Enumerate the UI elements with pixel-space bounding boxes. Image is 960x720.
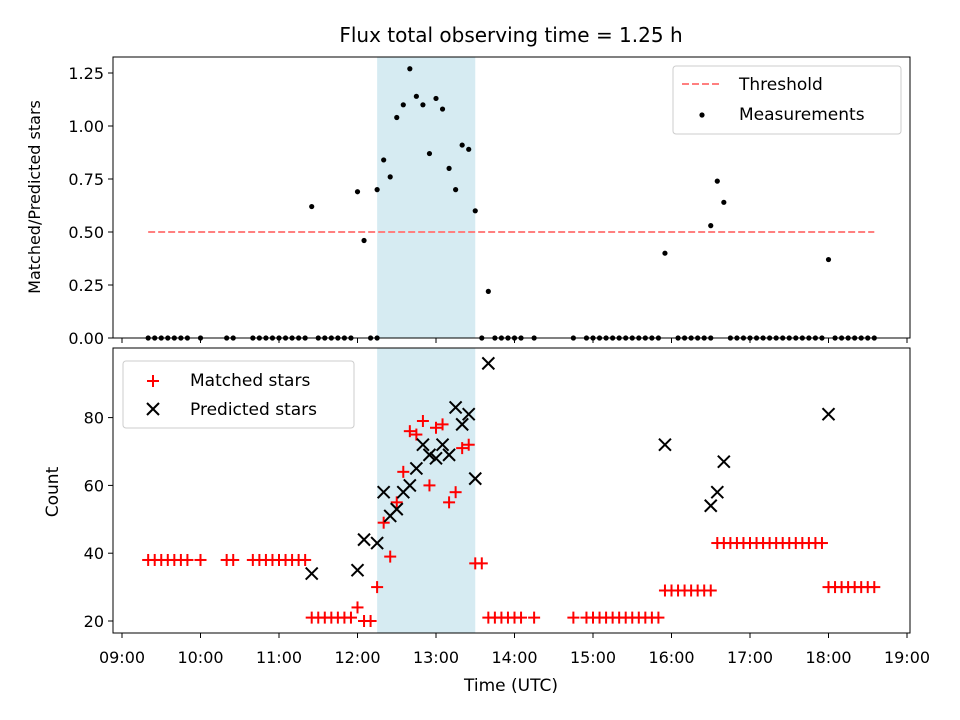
bottom-xtick-label: 18:00 <box>805 648 851 667</box>
bottom-xtick-label: 12:00 <box>334 648 380 667</box>
measurement-point <box>394 115 399 120</box>
measurement-point <box>453 187 458 192</box>
bottom-observing-span <box>377 348 475 633</box>
bottom-ytick-label: 60 <box>84 476 104 495</box>
legend-measurements-swatch <box>699 112 704 117</box>
bottom-xtick-label: 17:00 <box>727 648 773 667</box>
measurement-point <box>381 157 386 162</box>
bottom-ytick-label: 40 <box>84 544 104 563</box>
top-ytick-label: 0.50 <box>68 223 104 242</box>
measurement-point <box>826 257 831 262</box>
measurement-point <box>401 102 406 107</box>
measurement-point <box>407 66 412 71</box>
bottom-xtick-label: 14:00 <box>491 648 537 667</box>
top-legend: Threshold Measurements <box>673 66 901 134</box>
measurement-point <box>361 238 366 243</box>
measurement-point <box>446 166 451 171</box>
bottom-xtick-label: 10:00 <box>177 648 223 667</box>
measurement-point <box>486 289 491 294</box>
bottom-xtick-label: 09:00 <box>99 648 145 667</box>
top-observing-span <box>377 57 475 338</box>
top-title: Flux total observing time = 1.25 h <box>339 23 682 47</box>
measurement-point <box>460 142 465 147</box>
top-ytick-label: 0.00 <box>68 329 104 348</box>
bottom-ytick-label: 80 <box>84 409 104 428</box>
bottom-xtick-label: 16:00 <box>648 648 694 667</box>
top-ytick-label: 0.75 <box>68 170 104 189</box>
measurement-point <box>662 251 667 256</box>
measurement-point <box>466 147 471 152</box>
top-ytick-label: 0.25 <box>68 276 104 295</box>
bottom-ytick-label: 20 <box>84 612 104 631</box>
legend-threshold-label: Threshold <box>738 75 823 95</box>
bottom-xtick-label: 19:00 <box>884 648 930 667</box>
legend-measurements-label: Measurements <box>739 105 865 125</box>
bottom-xtick-label: 11:00 <box>256 648 302 667</box>
measurement-point <box>433 96 438 101</box>
bottom-xtick-label: 13:00 <box>413 648 459 667</box>
bottom-xlabel: Time (UTC) <box>463 676 558 696</box>
bottom-legend: Matched stars Predicted stars <box>123 361 354 428</box>
measurement-point <box>473 208 478 213</box>
measurement-point <box>427 151 432 156</box>
top-ytick-label: 1.00 <box>68 117 104 136</box>
measurement-point <box>309 204 314 209</box>
measurement-point <box>420 102 425 107</box>
bottom-ylabel: Count <box>43 466 63 517</box>
measurement-point <box>355 189 360 194</box>
measurement-point <box>388 174 393 179</box>
measurement-point <box>375 187 380 192</box>
measurement-point <box>715 179 720 184</box>
legend-matched-label: Matched stars <box>190 371 310 391</box>
legend-predicted-label: Predicted stars <box>190 400 317 420</box>
bottom-xtick-label: 15:00 <box>570 648 616 667</box>
measurement-point <box>721 200 726 205</box>
measurement-point <box>414 94 419 99</box>
top-ylabel: Matched/Predicted stars <box>25 100 44 294</box>
measurement-point <box>708 223 713 228</box>
top-ytick-label: 1.25 <box>68 64 104 83</box>
chart-figure: 0.00 0.25 0.50 0.75 1.00 1.25 Flux total obse… <box>0 0 960 720</box>
measurement-point <box>440 106 445 111</box>
